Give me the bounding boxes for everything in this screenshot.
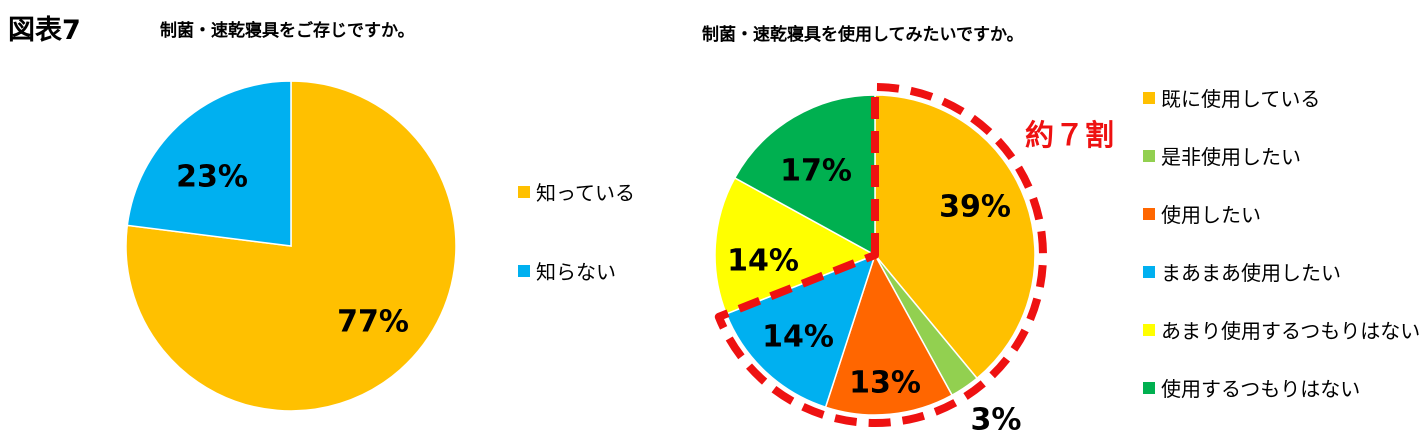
pie2-slice-3 — [725, 253, 877, 409]
legend2-item-0: 既に使用している — [1143, 83, 1320, 112]
pie2-slice-5 — [733, 94, 876, 257]
legend2-swatch-3 — [1143, 265, 1155, 278]
legend2-item-5: 使用するつもりはない — [1143, 373, 1360, 402]
legend2-label-1: 是非使用したい — [1161, 145, 1301, 169]
pie2-slice-2 — [824, 253, 954, 416]
legend2-swatch-4 — [1143, 323, 1155, 336]
pie2-data-label-1: 3% — [971, 403, 1022, 438]
legend2-label-5: 使用するつもりはない — [1161, 377, 1361, 401]
pie1-slice-0 — [125, 80, 457, 412]
legend2-swatch-5 — [1143, 381, 1155, 394]
legend2-item-4: あまり使用するつもりはない — [1143, 315, 1420, 344]
highlight-dashed-outline — [714, 83, 1047, 427]
legend2-label-3: まあまあ使用したい — [1161, 261, 1341, 285]
pie1-data-label-0: 77% — [337, 305, 409, 340]
legend2-swatch-2 — [1143, 207, 1155, 220]
pie2-data-label-4: 14% — [727, 244, 799, 279]
legend1-label-1: 知らない — [536, 260, 616, 284]
legend2-label-4: あまり使用するつもりはない — [1161, 319, 1421, 343]
legend2-swatch-1 — [1143, 149, 1155, 162]
chart-title-awareness: 制菌・速乾寝具をご存じですか。 — [160, 21, 415, 41]
pie2-data-label-3: 14% — [762, 320, 834, 355]
legend1-swatch-1 — [518, 264, 530, 277]
legend2-swatch-0 — [1143, 91, 1155, 104]
legend2-item-2: 使用したい — [1143, 199, 1261, 228]
legend1-item-0: 知っている — [518, 177, 635, 206]
legend2-item-3: まあまあ使用したい — [1143, 257, 1341, 286]
legend1-item-1: 知らない — [518, 256, 616, 285]
pie2-slice-4 — [714, 176, 877, 315]
pie2-data-label-2: 13% — [849, 366, 921, 401]
legend2-label-2: 使用したい — [1161, 203, 1261, 227]
figure-label: 図表7 — [8, 15, 81, 46]
legend1-swatch-0 — [518, 185, 530, 198]
legend1-label-0: 知っている — [536, 181, 635, 205]
pie2-data-label-5: 17% — [780, 154, 852, 189]
pie2-data-label-0: 39% — [939, 190, 1011, 225]
annotation-callout: 約７割 — [1025, 118, 1116, 152]
legend2-item-1: 是非使用したい — [1143, 141, 1301, 170]
pie1-slice-1 — [126, 80, 292, 247]
pie2-slice-0 — [874, 94, 1036, 380]
chart-title-intention: 制菌・速乾寝具を使用してみたいですか。 — [702, 25, 1024, 45]
pie1-data-label-1: 23% — [176, 160, 248, 195]
legend2-label-0: 既に使用している — [1161, 87, 1321, 111]
